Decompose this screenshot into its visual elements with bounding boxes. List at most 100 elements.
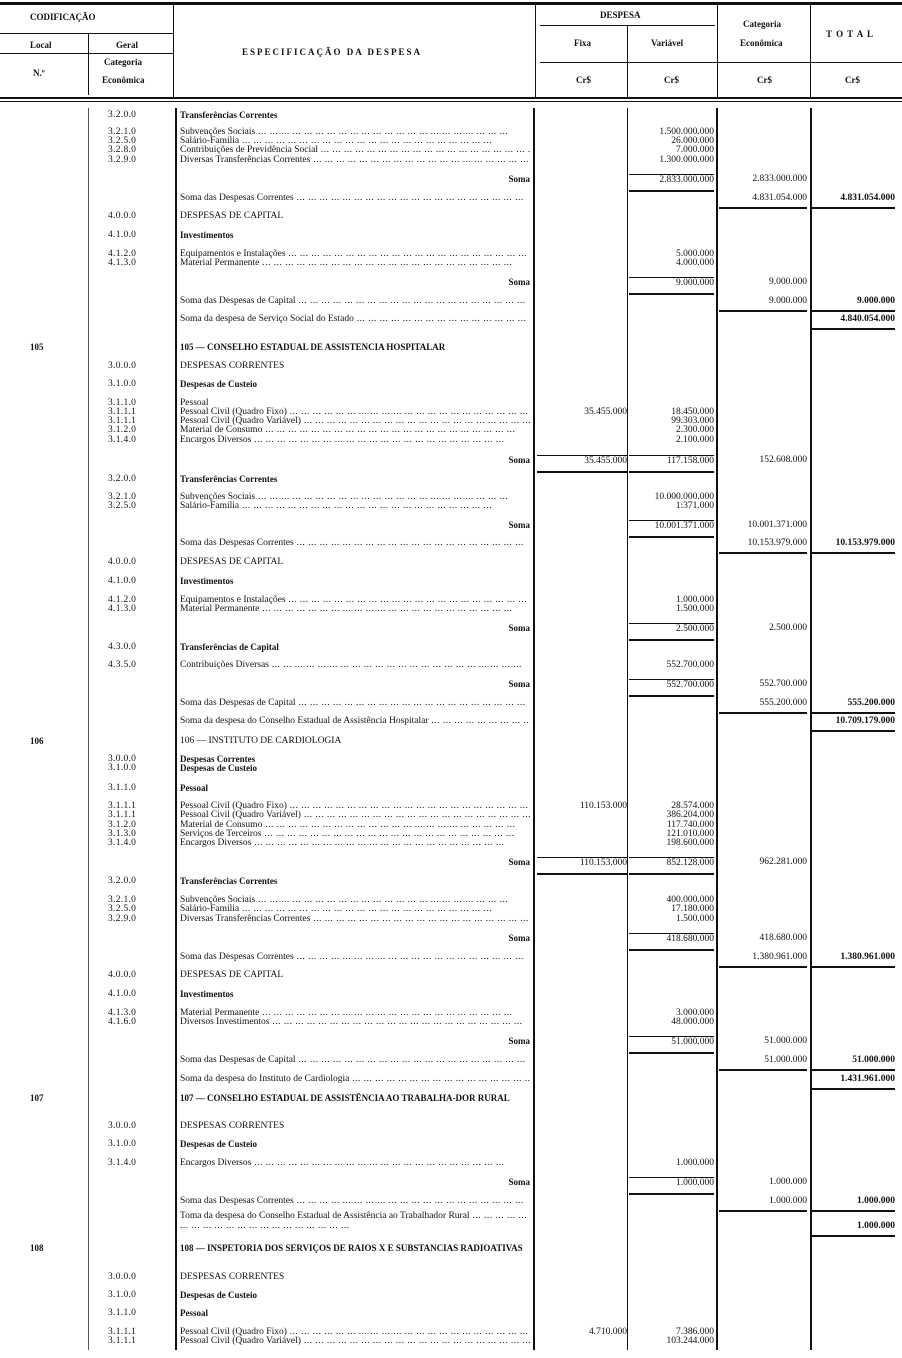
header-categoria: Categoria — [104, 57, 142, 67]
total-amount: 1.000.000 — [812, 1196, 895, 1212]
category-code: 3.2.8.0 — [108, 145, 137, 155]
table-row: 4.1.2.0 Equipamentos e Instalações 5.000.0… — [0, 249, 902, 259]
category-code: 3.2.9.0 — [108, 914, 137, 924]
currency-fixa: Cr$ — [576, 75, 591, 85]
category-amount: 9.000.000 — [719, 296, 807, 312]
description: Contribuições de Previdência Social — [180, 145, 530, 155]
description: Soma das Despesas Correntes — [180, 1196, 530, 1206]
description: Material Permanente — [180, 1008, 530, 1018]
description: Transferências de Capital — [180, 642, 279, 652]
table-row: 3.2.8.0 Contribuições de Previdência Soci… — [0, 145, 902, 155]
category-amount: 10.153.979.000 — [719, 538, 807, 554]
table-row: 4.1.3.0 Material Permanente 4.000.000 — [0, 258, 902, 268]
table-row: 3.1.1.1 Pessoal Civil (Quadro Fixo) 4.710.… — [0, 1327, 902, 1337]
variable-amount: 26.000.000 — [671, 136, 714, 146]
variable-amount: 2.100.000 — [676, 435, 714, 445]
variable-amount: 1.300.000.000 — [659, 155, 714, 165]
table-row: 3.1.1.1 Pessoal Civil (Quadro Variável) 10… — [0, 1336, 902, 1346]
category-code: 4.1.0.0 — [108, 230, 137, 240]
column-divider — [717, 5, 718, 97]
category-amount: 555.200.000 — [719, 698, 807, 714]
table-row: 3.1.0.0 Despesas de Custeio — [0, 763, 902, 773]
table-row: 4.1.0.0 Investimentos — [0, 230, 902, 240]
table-row: 3.2.9.0 Diversas Transferências Correntes… — [0, 914, 902, 924]
header-numero: N.º — [33, 68, 45, 78]
total-row: Soma da despesa de Serviço Social do Est… — [0, 314, 902, 330]
table-row: 3.1.4.0 Encargos Diversos 198.600.000 — [0, 838, 902, 848]
description: Toma da despesa do Conselho Estadual de … — [180, 1211, 530, 1231]
column-divider — [810, 5, 811, 97]
category-code: 3.2.0.0 — [108, 876, 137, 886]
description: Soma — [508, 174, 530, 184]
variable-amount: 2.500.000 — [629, 623, 714, 641]
table-row: 3.1.0.0 Despesas de Custeio — [0, 379, 902, 389]
table-row: 3.1.2.0 Material de Consumo 117.740.000 — [0, 820, 902, 830]
table-row: 3.2.0.0 Transferências Correntes — [0, 110, 902, 120]
header-geral: Geral — [116, 40, 138, 50]
local-number: 105 — [30, 342, 44, 352]
subtotal-row: Soma 9.000.000 9.000.000 — [0, 277, 902, 295]
local-number: 106 — [30, 736, 44, 746]
description: Pessoal Civil (Quadro Fixo) — [180, 1327, 530, 1337]
description: Soma das Despesas Correntes — [180, 193, 530, 203]
category-code: 3.2.9.0 — [108, 155, 137, 165]
variable-amount: 1.500.000 — [676, 914, 714, 924]
category-code: 3.1.1.1 — [108, 1336, 137, 1346]
variable-amount: 1.000.000 — [676, 595, 714, 605]
table-row: 3.2.0.0 Transferências Correntes — [0, 876, 902, 886]
category-code: 3.0.0.0 — [108, 1272, 137, 1282]
fixed-amount: 35.455.000 — [584, 407, 627, 417]
category-code: 3.1.3.0 — [108, 829, 137, 839]
category-code: 4.3.0.0 — [108, 642, 137, 652]
variable-amount: 10.000.000.000 — [654, 492, 714, 502]
subtotal-row: Soma 1.000.000 1.000.000 — [0, 1177, 902, 1195]
category-amount: 418.680.000 — [759, 933, 808, 943]
local-number: 108 — [30, 1243, 44, 1253]
header-rule — [0, 97, 902, 99]
description: Soma — [508, 1177, 530, 1187]
variable-amount: 1:371.000 — [675, 501, 714, 511]
table-row: 3.2.5.0 Salário-Família 1:371.000 — [0, 501, 902, 511]
header-rule — [0, 101, 902, 102]
table-row: 3.2.1.0 Subvenções Sociais 10.000.000.000 — [0, 492, 902, 502]
description: 108 — INSPETORIA DOS SERVIÇOS DE RAIOS X… — [180, 1243, 523, 1253]
variable-amount: 99.303.000 — [671, 416, 714, 426]
header-local: Local — [30, 40, 52, 50]
category-code: 3.0.0.0 — [108, 1121, 137, 1131]
table-row: 3.2.5.0 Salário-Família 17.180.000 — [0, 904, 902, 914]
total-row: Soma das Despesas de Capital 555.200.000 5… — [0, 698, 902, 714]
description: Soma das Despesas de Capital — [180, 698, 530, 708]
description: Pessoal Civil (Quadro Fixo) — [180, 801, 530, 811]
description: 107 — CONSELHO ESTADUAL DE ASSISTÊNCIA A… — [180, 1093, 510, 1103]
category-code: 3.1.0.0 — [108, 1139, 137, 1149]
variable-amount: 18.450.000 — [671, 407, 714, 417]
description: 105 — CONSELHO ESTADUAL DE ASSISTENCIA H… — [180, 342, 446, 352]
table-row: 3.2.1.0 Subvenções Sociais 400.000.000 — [0, 895, 902, 905]
total-amount: 4.831.054.000 — [812, 193, 895, 209]
header-especificacao: ESPECIFICAÇÃO DA DESPESA — [242, 47, 423, 57]
currency-variavel: Cr$ — [664, 75, 679, 85]
subtotal-row: Soma 51.000.000 51.000.000 — [0, 1036, 902, 1054]
total-row: Soma das Despesas de Capital 9.000.000 9.0… — [0, 296, 902, 312]
category-code: 4.1.0.0 — [108, 576, 137, 586]
local-number: 107 — [30, 1093, 44, 1103]
variable-amount: 103.244.000 — [666, 1336, 715, 1346]
table-row: 3.0.0.0 DESPESAS CORRENTES — [0, 1272, 902, 1282]
description: Investimentos — [180, 989, 234, 999]
divider — [540, 62, 902, 63]
total-amount: 555.200.000 — [812, 698, 895, 714]
category-code: 4.1.3.0 — [108, 1008, 137, 1018]
description: DESPESAS CORRENTES — [180, 1121, 285, 1131]
category-code: 3.1.1.1 — [108, 407, 137, 417]
column-divider — [173, 5, 174, 97]
table-row: 4.0.0.0 DESPESAS DE CAPITAL — [0, 211, 902, 221]
variable-amount: 48.000.000 — [671, 1017, 714, 1027]
description: Serviços de Terceiros — [180, 829, 530, 839]
description: Diversos Investimentos — [180, 1017, 530, 1027]
category-code: 3.2.1.0 — [108, 895, 137, 905]
category-amount: 9.000.000 — [769, 277, 807, 287]
total-row: Soma das Despesas Correntes 4.831.054.000… — [0, 193, 902, 209]
category-amount: 51.000.000 — [719, 1055, 807, 1071]
description: DESPESAS DE CAPITAL — [180, 970, 284, 980]
variable-amount: 2.300.000 — [676, 425, 714, 435]
